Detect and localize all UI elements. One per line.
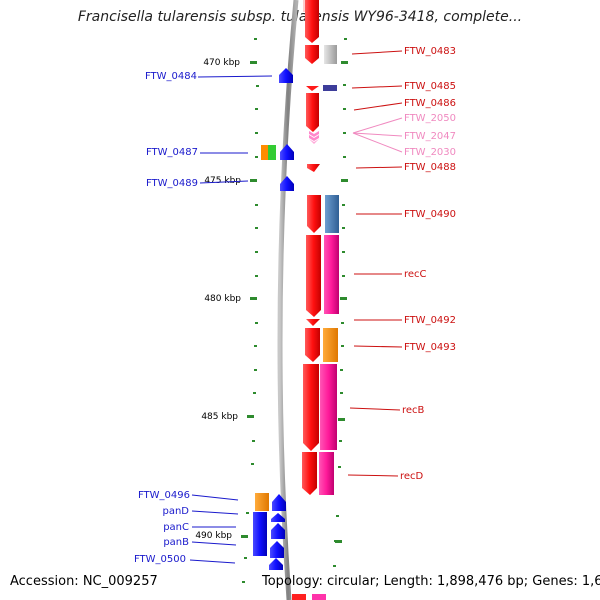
map-title: Francisella tularensis subsp. tularensis… <box>77 9 523 25</box>
ruler-label-470: 470 kbp <box>203 58 240 68</box>
label-FTW_0493[interactable]: FTW_0493 <box>404 342 456 353</box>
label-panC[interactable]: panC <box>163 522 189 533</box>
bottom-reverse-fragment <box>292 594 306 600</box>
rna-FTW_2030[interactable] <box>309 139 319 144</box>
gene-recD[interactable] <box>302 452 317 495</box>
label-FTW_0488[interactable]: FTW_0488 <box>404 162 456 173</box>
gene-panD[interactable] <box>271 513 285 522</box>
rna-FTW_2047[interactable] <box>309 135 319 141</box>
gene-recB[interactable] <box>303 364 319 451</box>
gene-FTW_0493[interactable] <box>305 328 320 362</box>
gene-FTW_0500[interactable] <box>269 558 283 570</box>
label-FTW_2030[interactable]: FTW_2030 <box>404 147 456 158</box>
rna-leader-lines <box>352 117 403 153</box>
gene-FTW_0488[interactable] <box>307 164 320 172</box>
ruler-label-485: 485 kbp <box>201 412 238 422</box>
gene-FTW_0483b[interactable] <box>305 45 319 64</box>
right-labels: FTW_0483 FTW_0485 FTW_0486 FTW_2050 FTW_… <box>400 46 456 482</box>
gene-panC[interactable] <box>271 523 285 539</box>
label-FTW_0490[interactable]: FTW_0490 <box>404 209 456 220</box>
label-FTW_0500[interactable]: FTW_0500 <box>134 554 186 565</box>
left-labels: FTW_0484 FTW_0487 FTW_0489 FTW_0496 panD… <box>134 71 198 565</box>
left-leader-lines <box>189 75 273 564</box>
ruler-label-475: 475 kbp <box>204 176 241 186</box>
gene-recC[interactable] <box>306 235 321 317</box>
forward-strand-genes <box>269 68 294 570</box>
label-FTW_0492[interactable]: FTW_0492 <box>404 315 456 326</box>
ruler-labels: 470 kbp 475 kbp 480 kbp 485 kbp 490 kbp <box>195 58 241 541</box>
gene-FTW_0486[interactable] <box>306 93 319 132</box>
gene-FTW_0483[interactable] <box>305 0 319 43</box>
reverse-strand-genes <box>302 0 321 495</box>
forward-category-bars <box>253 145 276 556</box>
ruler-minor-ticks <box>242 38 347 583</box>
accession-text: Accession: NC_009257 <box>10 574 158 589</box>
label-recD[interactable]: recD <box>400 471 424 482</box>
ruler-label-480: 480 kbp <box>204 294 241 304</box>
right-leader-lines <box>347 50 403 477</box>
gene-FTW_0496[interactable] <box>272 494 286 511</box>
gene-FTW_0489[interactable] <box>280 176 294 191</box>
label-FTW_0487[interactable]: FTW_0487 <box>146 147 198 158</box>
label-FTW_0485[interactable]: FTW_0485 <box>404 81 456 92</box>
gene-FTW_0490[interactable] <box>307 195 321 233</box>
label-FTW_0496[interactable]: FTW_0496 <box>138 490 190 501</box>
gene-FTW_0487[interactable] <box>280 144 294 160</box>
bottom-rna-fragment <box>312 594 326 600</box>
label-recC[interactable]: recC <box>404 269 427 280</box>
label-recB[interactable]: recB <box>402 405 425 416</box>
gene-panB[interactable] <box>270 541 284 558</box>
ruler-major-ticks <box>241 61 348 543</box>
gene-FTW_0484[interactable] <box>279 68 293 83</box>
label-FTW_0489[interactable]: FTW_0489 <box>146 178 198 189</box>
label-FTW_0486[interactable]: FTW_0486 <box>404 98 456 109</box>
gene-FTW_0485[interactable] <box>306 86 319 91</box>
genome-backbone <box>277 0 299 600</box>
rna-features <box>309 131 319 144</box>
reverse-category-bars <box>319 45 339 495</box>
topology-text: Topology: circular; Length: 1,898,476 bp… <box>262 574 600 589</box>
rna-FTW_2050[interactable] <box>309 131 319 137</box>
label-FTW_0484[interactable]: FTW_0484 <box>145 71 197 82</box>
label-FTW_2050[interactable]: FTW_2050 <box>404 113 456 124</box>
label-panD[interactable]: panD <box>162 506 189 517</box>
gene-FTW_0492[interactable] <box>306 319 320 326</box>
label-FTW_0483[interactable]: FTW_0483 <box>404 46 456 57</box>
label-panB[interactable]: panB <box>163 537 189 548</box>
ruler-label-490: 490 kbp <box>195 531 232 541</box>
label-FTW_2047[interactable]: FTW_2047 <box>404 131 456 142</box>
